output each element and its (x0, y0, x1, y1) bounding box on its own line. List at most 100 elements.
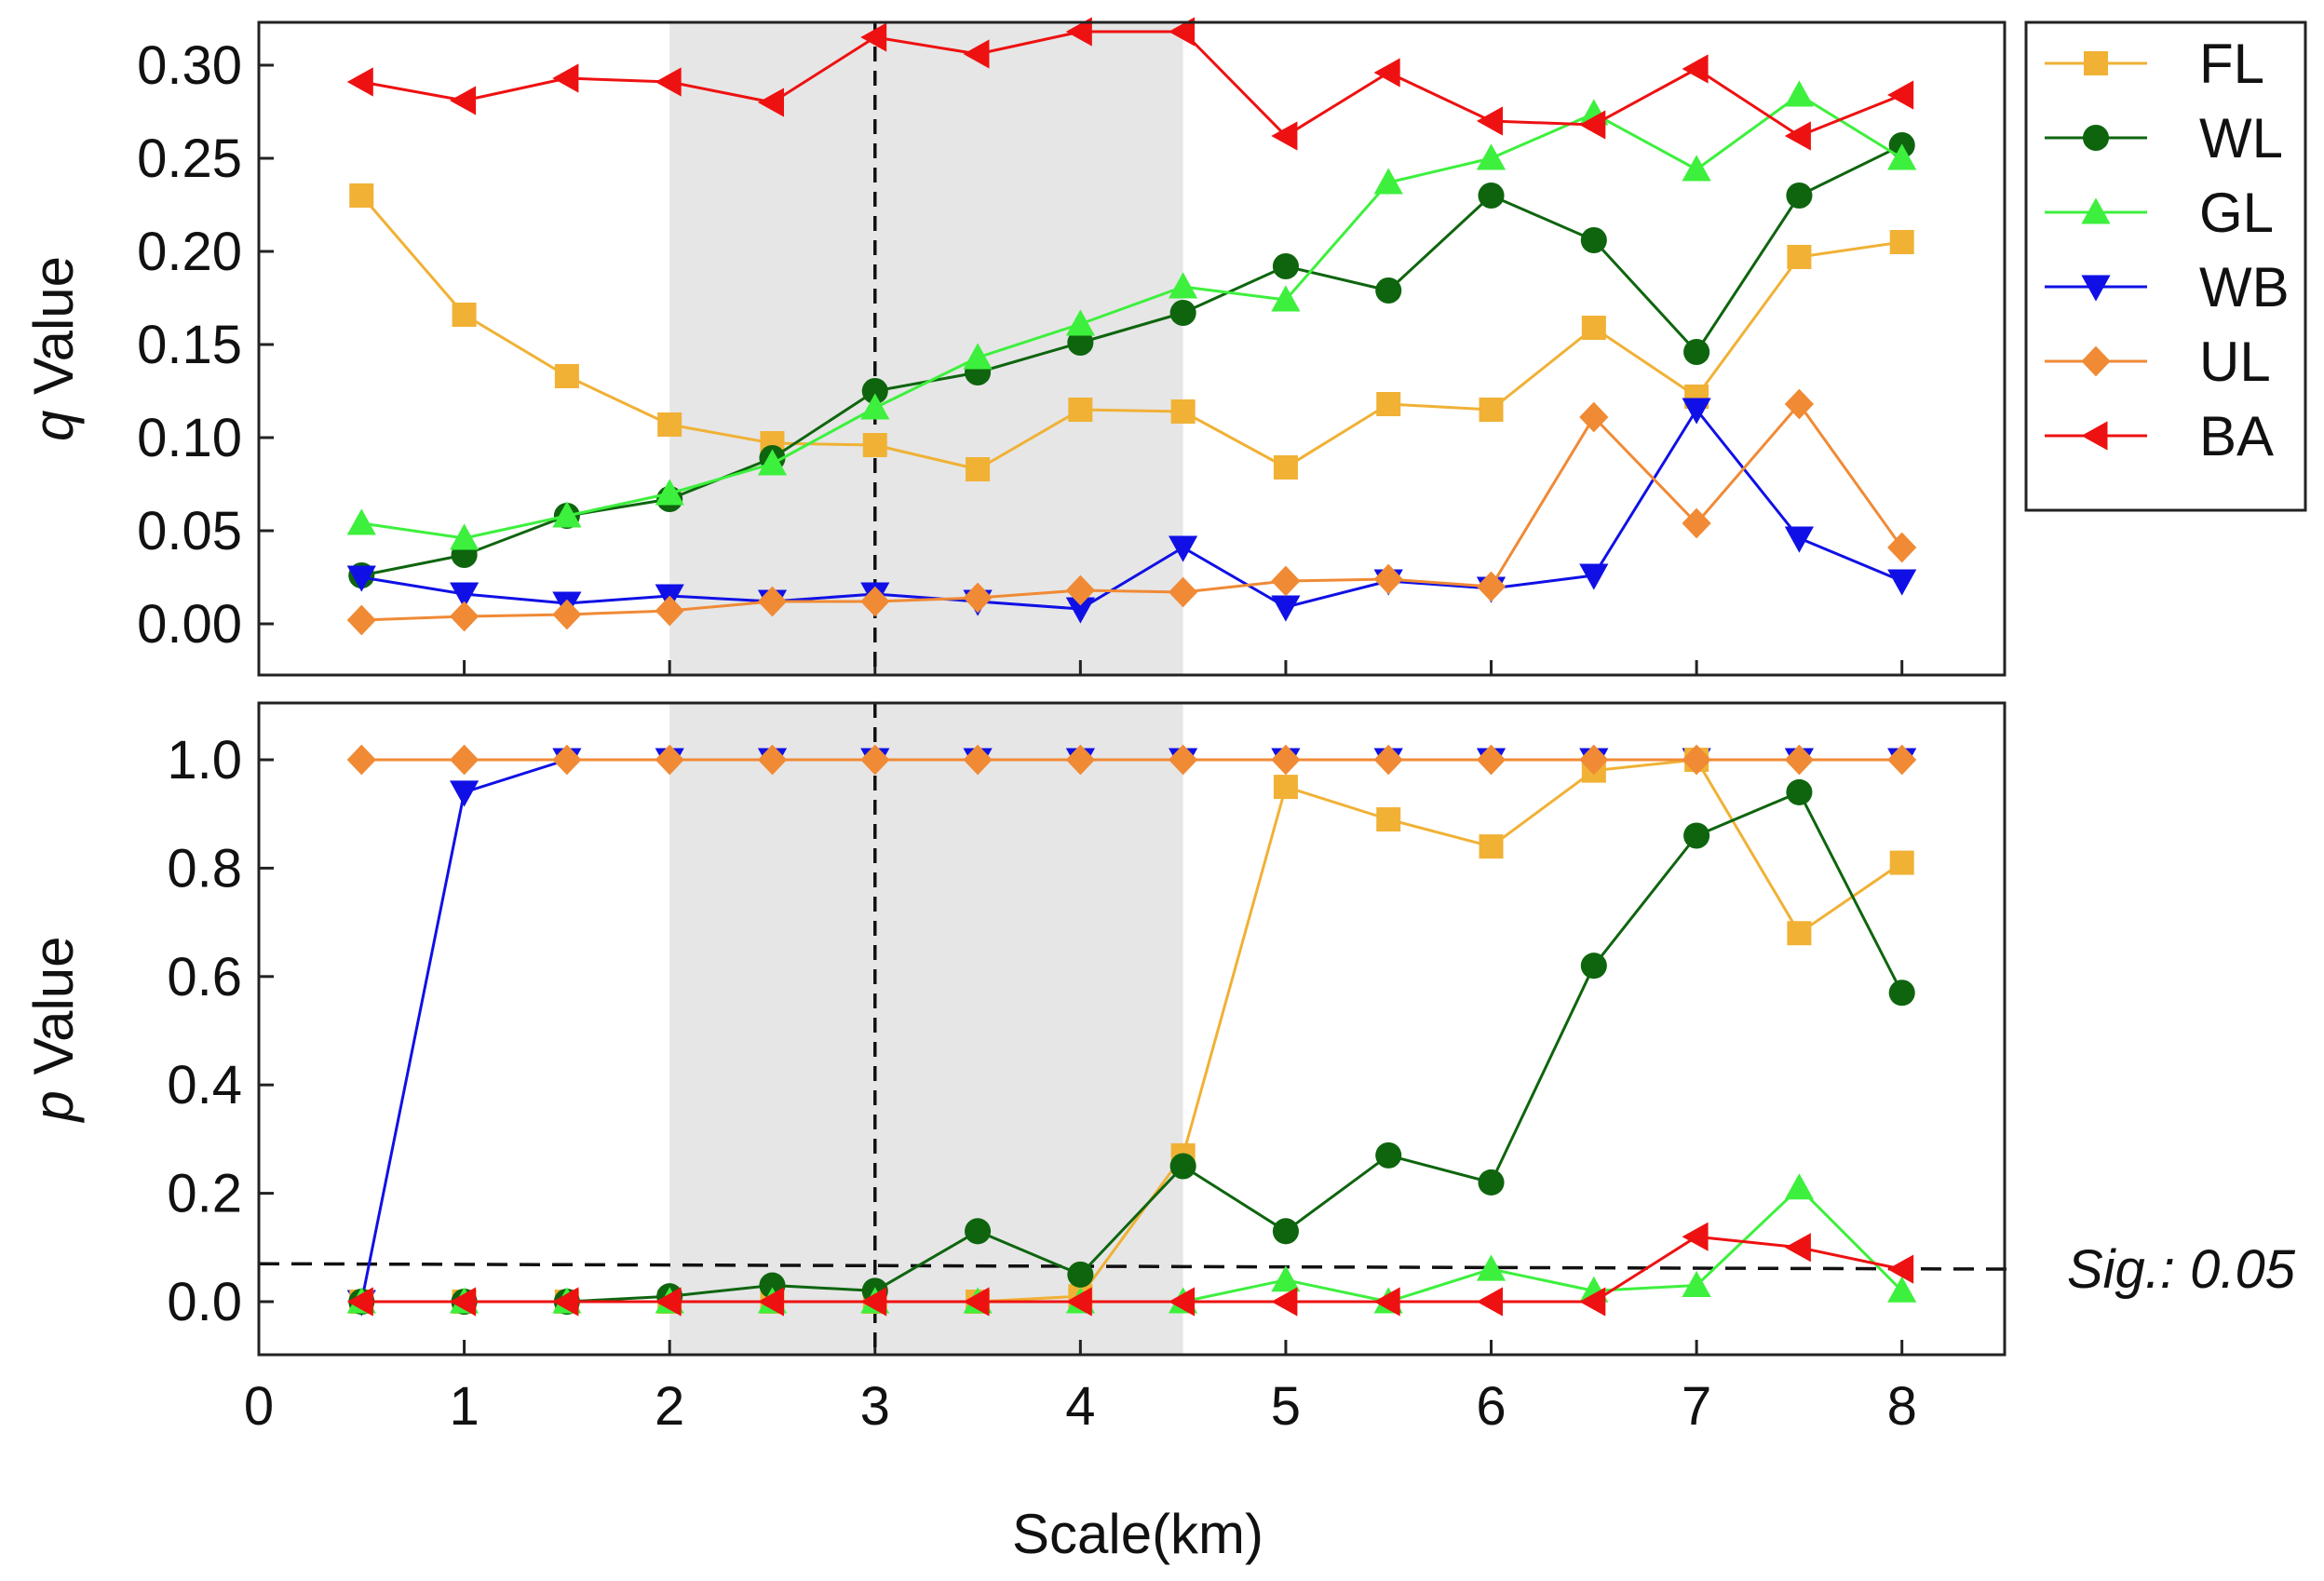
data-point-wl (1169, 1153, 1196, 1180)
legend-label-ba: BA (2199, 405, 2274, 467)
data-point-gl (1271, 1265, 1301, 1292)
data-point-ba (655, 1287, 682, 1317)
data-point-fl (452, 303, 477, 327)
data-point-ul (552, 599, 582, 630)
legend-label-ul: UL (2199, 331, 2271, 393)
data-point-ul (860, 586, 890, 617)
data-point-wb (1784, 526, 1814, 553)
data-point-gl (552, 501, 582, 528)
data-point-ba (1579, 1287, 1606, 1317)
x-tick-label: 8 (1887, 1376, 1917, 1437)
data-point-ul (346, 744, 376, 776)
data-point-wl (965, 1218, 992, 1245)
data-point-ul (1784, 388, 1814, 420)
legend-marker-fl (2084, 51, 2108, 75)
data-point-wb (1169, 535, 1198, 562)
data-point-gl (1887, 1276, 1917, 1303)
data-point-ul (1579, 401, 1609, 433)
data-point-fl (862, 433, 887, 457)
data-point-ul (1476, 744, 1507, 776)
x-tick-label: 4 (1065, 1376, 1095, 1437)
data-point-fl (1376, 807, 1401, 832)
data-point-ul (1373, 744, 1403, 776)
legend-label-wl: WL (2199, 107, 2283, 169)
data-point-gl (757, 449, 788, 476)
data-point-ul (860, 744, 890, 776)
legend-label-gl: GL (2199, 182, 2274, 244)
q-value-panel: 0.00 0.05 0.10 0.15 0.20 0.25 0.30 q Value (22, 17, 2006, 677)
data-point-ba (860, 22, 887, 52)
data-point-fl (1068, 398, 1093, 422)
data-point-gl (450, 523, 480, 550)
data-point-wb (450, 582, 480, 609)
series-line-gl (361, 93, 1903, 540)
data-point-ba (346, 67, 373, 97)
series-line-fl (360, 195, 1902, 471)
series-line-ba (361, 30, 1903, 138)
data-point-ul (1065, 574, 1095, 606)
data-point-wl (1786, 182, 1813, 209)
significance-label: Sig.: 0.05 (2067, 1239, 2296, 1300)
data-point-ba (1373, 1287, 1400, 1317)
x-tick-label: 6 (1476, 1376, 1506, 1437)
data-point-wl (1478, 1169, 1505, 1196)
data-point-wb (1579, 563, 1609, 590)
data-point-ba (1169, 17, 1196, 47)
y-tick-label: 0.25 (137, 128, 242, 189)
data-point-wb (1887, 569, 1917, 596)
data-point-fl (1273, 775, 1298, 800)
data-point-fl (1787, 921, 1812, 946)
data-point-ul (1271, 744, 1301, 776)
y-tick-label: 0.00 (137, 594, 242, 655)
series-line-ba (361, 1235, 1903, 1304)
data-point-ba (1065, 17, 1092, 47)
data-point-ba (1579, 110, 1606, 140)
data-point-ba (1065, 1287, 1092, 1317)
data-point-ba (1682, 54, 1709, 84)
data-point-gl (1065, 309, 1095, 336)
data-point-wl (1169, 299, 1196, 327)
legend: FL WL GL WB UL BA (2024, 20, 2307, 512)
legend-marker-ul (2081, 345, 2111, 377)
x-tick-label: 3 (860, 1376, 890, 1437)
legend-marker-wl (2082, 124, 2110, 152)
series-line-wl (361, 790, 1904, 1304)
data-point-ul (1065, 744, 1095, 776)
y-axis-title: q Value (22, 256, 85, 441)
series-line-ul (361, 402, 1903, 622)
data-point-fl (349, 183, 374, 208)
y-tick-label: 0.4 (167, 1055, 242, 1115)
data-point-gl (655, 479, 684, 506)
legend-marker-wb (2081, 275, 2111, 302)
data-point-fl (966, 457, 991, 481)
data-point-gl (1476, 1254, 1507, 1281)
x-tick-label: 1 (449, 1376, 479, 1437)
y-tick-label: 0.6 (167, 947, 242, 1007)
y-tick-label: 0.30 (137, 35, 242, 96)
y-tick-label: 0.2 (167, 1164, 242, 1224)
data-point-ba (450, 1287, 477, 1317)
data-point-ba (1271, 1287, 1298, 1317)
legend-box (2024, 20, 2307, 512)
data-point-ba (963, 39, 990, 69)
data-point-ul (1887, 744, 1917, 776)
y-tick-label: 0.0 (167, 1272, 242, 1332)
data-point-ba (1169, 1287, 1196, 1317)
data-point-gl (1169, 272, 1198, 299)
data-point-ul (757, 586, 788, 617)
data-point-wl (1375, 277, 1402, 304)
data-point-ul (1169, 744, 1198, 776)
data-point-ba (963, 1287, 990, 1317)
y-tick-label: 0.15 (137, 315, 242, 375)
x-tick-label: 0 (244, 1376, 274, 1437)
data-point-ba (860, 1287, 887, 1317)
data-point-ba (450, 86, 477, 115)
data-point-ul (1476, 571, 1507, 602)
data-point-fl (1376, 392, 1401, 416)
y-axis-title-symbol: q (22, 411, 85, 441)
data-point-gl (860, 393, 890, 420)
shaded-region (669, 22, 1183, 675)
x-tick-label: 5 (1271, 1376, 1301, 1437)
data-point-wl (1478, 182, 1505, 209)
data-point-gl (1784, 1173, 1814, 1200)
